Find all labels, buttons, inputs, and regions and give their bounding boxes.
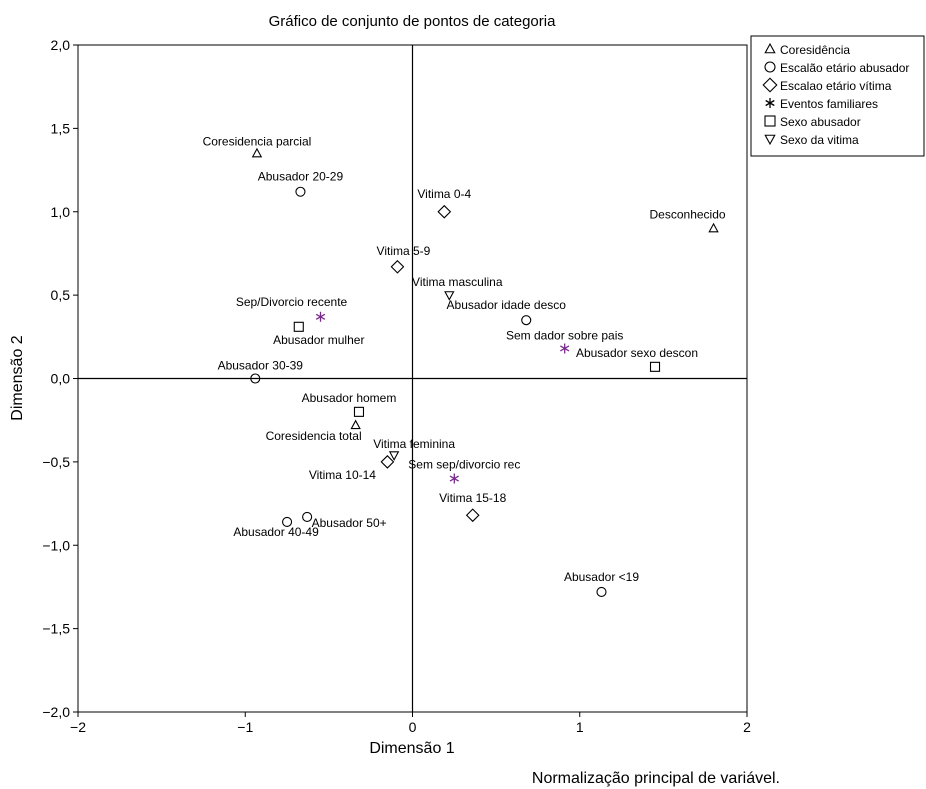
point-label: Sem dador sobre pais — [506, 328, 623, 342]
point-square — [353, 406, 365, 417]
point-label: Coresidencia parcial — [203, 134, 312, 148]
axis-ticks: −2 −1 0 1 2 −2,0 −1,5 −1,0 −0,5 0,0 0,5 1,0 1,5 2,0 — [42, 37, 751, 735]
x-axis-label: Dimensão 1 — [369, 740, 454, 757]
point-label: Abusador sexo descon — [576, 346, 698, 360]
point-label: Vitima 15-18 — [439, 491, 506, 505]
x-tick-label: 0 — [409, 719, 417, 735]
point-circle — [250, 373, 261, 384]
point-diamond — [437, 204, 452, 219]
legend-entry: Coresidência — [780, 43, 850, 57]
point-label: Vitima 10-14 — [309, 468, 376, 482]
point-triangle-up — [708, 222, 719, 233]
point-triangle-down — [444, 291, 455, 301]
x-tick-label: 1 — [576, 719, 584, 735]
y-tick-label: −1,5 — [42, 621, 70, 637]
point-circle — [295, 186, 306, 197]
legend-box — [750, 35, 925, 157]
y-tick-label: −0,5 — [42, 454, 70, 470]
point-diamond — [465, 508, 480, 523]
point-circle — [521, 315, 532, 326]
point-labels: Coresidencia parcial Desconhecido Coreside… — [203, 134, 726, 584]
legend-diamond-icon — [762, 77, 778, 93]
point-label: Vitima 5-9 — [377, 244, 431, 258]
point-square — [293, 321, 304, 332]
legend-entry: Escalao etário vítima — [780, 79, 892, 93]
point-label: Abusador 50+ — [312, 516, 387, 530]
x-tick-label: −1 — [237, 719, 253, 735]
point-diamond — [380, 455, 395, 469]
y-tick-label: −1,0 — [42, 537, 70, 553]
y-tick-label: 2,0 — [51, 37, 71, 53]
y-tick-label: 1,5 — [51, 120, 71, 136]
point-circle — [282, 516, 293, 527]
y-tick-label: −2,0 — [42, 704, 70, 720]
legend-entry: Sexo abusador — [780, 115, 861, 129]
point-circle — [596, 586, 607, 597]
y-axis-label: Dimensão 2 — [9, 335, 26, 420]
point-label: Abusador <19 — [564, 570, 639, 584]
reference-lines — [78, 45, 747, 712]
footnote: Normalização principal de variável. — [532, 770, 780, 787]
point-label: Abusador homem — [302, 391, 397, 405]
point-label: Abusador 40-49 — [233, 525, 319, 539]
point-label: Abusador 30-39 — [218, 359, 304, 373]
legend: Coresidência Escalão etário abusador Escal… — [750, 35, 925, 157]
point-label: Sep/Divorcio recente — [236, 295, 348, 309]
point-label: Abusador idade desco — [447, 298, 567, 312]
y-tick-label: 0,0 — [51, 371, 71, 387]
point-square — [649, 361, 661, 372]
point-triangle-down — [388, 451, 400, 461]
point-label: Vitima masculina — [412, 275, 503, 289]
point-star — [315, 311, 326, 322]
x-tick-label: −2 — [70, 719, 86, 735]
point-triangle-up — [251, 147, 263, 158]
point-label: Sem sep/divorcio rec — [408, 458, 520, 472]
legend-entry: Eventos familiares — [780, 97, 878, 111]
point-diamond — [390, 259, 405, 274]
legend-star-icon — [765, 98, 775, 108]
y-tick-label: 1,0 — [51, 204, 71, 220]
point-triangle-up — [350, 419, 361, 430]
point-circle — [302, 511, 313, 522]
legend-entry: Escalão etário abusador — [780, 61, 909, 75]
point-label: Abusador mulher — [273, 333, 364, 347]
point-star — [560, 343, 570, 354]
legend-entry: Sexo da vitima — [780, 133, 859, 147]
point-label: Coresidencia total — [266, 429, 362, 443]
legend-circle-icon — [764, 61, 776, 73]
legend-triangle-down-icon — [764, 134, 776, 146]
point-label: Vitima feminina — [373, 437, 455, 451]
chart-title: Gráfico de conjunto de pontos de categor… — [269, 13, 557, 30]
legend-triangle-up-icon — [764, 42, 776, 54]
point-label: Desconhecido — [650, 207, 726, 221]
point-star — [449, 473, 459, 484]
data-points — [250, 147, 719, 597]
point-label: Abusador 20-29 — [258, 170, 344, 184]
point-label: Vitima 0-4 — [417, 187, 471, 201]
x-tick-label: 2 — [743, 719, 751, 735]
legend-square-icon — [764, 115, 776, 127]
y-tick-label: 0,5 — [51, 287, 71, 303]
